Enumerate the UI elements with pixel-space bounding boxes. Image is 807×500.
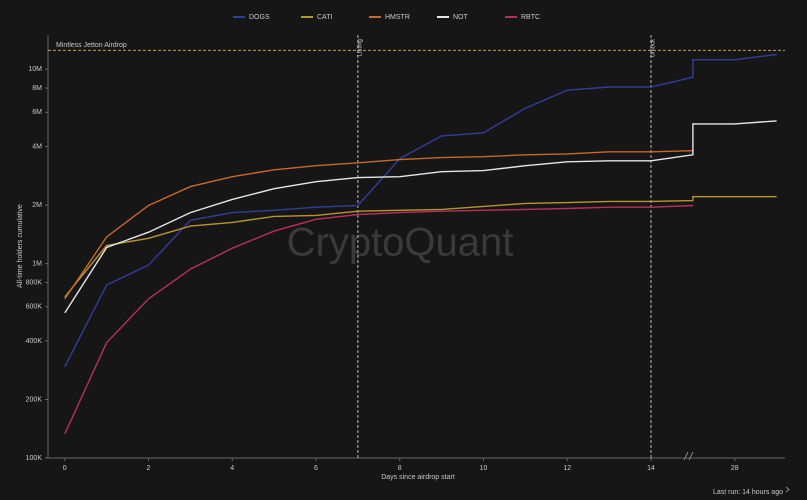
y-axis-label: All-time holders cumulative (17, 204, 24, 288)
y-tick-label: 200K (26, 396, 43, 403)
axis-break (683, 451, 694, 461)
y-tick-label: 600K (26, 304, 43, 311)
footer: Last run: 14 hours ago (713, 489, 783, 496)
y-tick-label: 100K (26, 455, 43, 462)
footer-icon (785, 486, 790, 493)
legend-label: RBTC (521, 14, 540, 21)
series-line (64, 53, 777, 368)
x-tick-label: 10 (480, 465, 488, 472)
x-tick-label: 0 (63, 465, 67, 472)
series-line (64, 120, 777, 314)
annotation-label: Listing (357, 39, 363, 56)
x-tick-label: 28 (731, 465, 739, 472)
x-tick-label: 14 (647, 465, 655, 472)
y-tick-label: 10M (28, 66, 42, 73)
y-tick-label: 1M (32, 260, 42, 267)
legend-label: NOT (453, 14, 469, 21)
x-tick-label: 2 (147, 465, 151, 472)
y-tick-label: 6M (32, 109, 42, 116)
annotation-label: Mintless Jetton Airdrop (56, 42, 127, 49)
x-tick-label: 4 (230, 465, 234, 472)
x-tick-label: 6 (314, 465, 318, 472)
legend-label: HMSTR (385, 14, 410, 21)
annotation-label: Unlock (651, 38, 657, 57)
x-tick-label: 12 (563, 465, 571, 472)
y-tick-label: 2M (32, 202, 42, 209)
series-line (64, 204, 693, 435)
legend-label: DOGS (249, 14, 270, 21)
series-line (64, 150, 693, 300)
y-tick-label: 800K (26, 279, 43, 286)
legend-label: CATI (317, 14, 332, 21)
y-tick-label: 8M (32, 85, 42, 92)
y-tick-label: 4M (32, 143, 42, 150)
y-tick-label: 400K (26, 338, 43, 345)
watermark: CryptoQuant (287, 221, 514, 265)
x-tick-label: 8 (398, 465, 402, 472)
x-axis-label: Days since airdrop start (381, 474, 455, 481)
series-line (64, 196, 777, 298)
